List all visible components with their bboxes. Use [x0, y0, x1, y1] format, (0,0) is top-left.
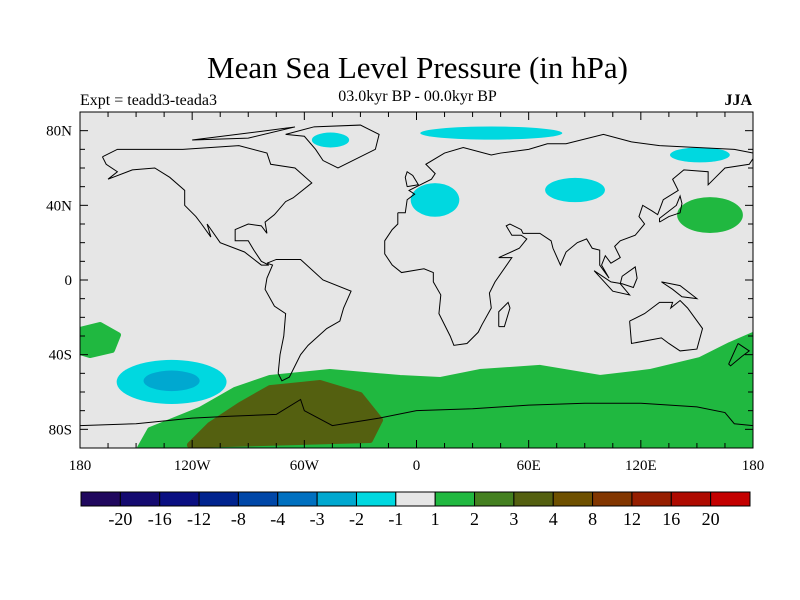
colorbar-label: 16 — [662, 509, 680, 529]
coastline-greenland — [285, 124, 380, 169]
x-tick-label: 0 — [413, 458, 421, 474]
colorbar-box — [119, 491, 161, 507]
colorbar-box — [513, 491, 554, 507]
colorbar-label: 20 — [702, 509, 720, 529]
colorbar-box — [277, 491, 318, 507]
coastline-south-america — [264, 258, 352, 382]
colorbar-label: 8 — [588, 509, 597, 529]
y-tick-label: 0 — [65, 273, 73, 289]
coastline-antarctica — [80, 398, 753, 427]
colorbar-box — [198, 491, 239, 507]
y-tick-label: 80S — [49, 422, 72, 438]
map-layers — [80, 126, 753, 448]
anomaly-arctic-negative — [420, 126, 563, 140]
period-label: 03.0kyr BP - 00.0kyr BP — [338, 88, 497, 105]
colorbar-box — [631, 491, 672, 507]
colorbar-box — [316, 491, 357, 507]
season-label: JJA — [724, 92, 752, 109]
colorbar-label: -8 — [231, 509, 246, 529]
colorbar-label: 3 — [509, 509, 518, 529]
x-tick-label: 180 — [69, 458, 92, 474]
chart-title: Mean Sea Level Pressure (in hPa) — [207, 50, 628, 85]
x-tick-label: 180 — [742, 458, 765, 474]
colorbar-box — [474, 491, 515, 507]
y-tick-label: 80N — [46, 124, 72, 140]
colorbar-label: -3 — [310, 509, 325, 529]
colorbar-label: -12 — [187, 509, 211, 529]
colorbar-label: -4 — [270, 509, 285, 529]
colorbar-label: 1 — [431, 509, 440, 529]
anomaly-mediterranean-negative — [410, 183, 460, 217]
anomaly-north-pacific-positive — [677, 197, 743, 233]
colorbar-label: -16 — [148, 509, 172, 529]
coastline-north-america — [101, 145, 313, 266]
anomaly-bering-negative — [669, 147, 730, 163]
coastline-new-zealand — [728, 343, 751, 367]
colorbar-box — [710, 491, 751, 507]
anomaly-south-pacific-positive — [80, 321, 121, 359]
coastline-australia — [629, 299, 704, 352]
colorbar-box — [395, 491, 436, 507]
x-tick-label: 120W — [174, 458, 212, 474]
colorbar-box — [434, 491, 476, 507]
colorbar-box — [670, 491, 712, 507]
colorbar-box — [237, 491, 279, 507]
anomaly-central-asia-negative — [545, 177, 605, 203]
colorbar-label: -20 — [108, 509, 132, 529]
coastline-uk — [404, 170, 420, 188]
y-tick-label: 40N — [46, 198, 72, 214]
coastline-new-guinea — [661, 281, 699, 300]
anomaly-south-pacific-negative-core — [143, 370, 200, 392]
x-tick-label: 60W — [290, 458, 320, 474]
anomaly-antarctic-peninsula-positive — [186, 380, 384, 448]
colorbar-box — [552, 491, 594, 507]
colorbar-label: -1 — [388, 509, 403, 529]
coastline-japan — [659, 194, 683, 223]
colorbar-label: 12 — [623, 509, 641, 529]
coastline-madagascar — [498, 301, 511, 328]
colorbar-box — [159, 491, 200, 507]
colorbar-box — [355, 491, 397, 507]
coastline-borneo-indonesia — [593, 266, 638, 296]
x-tick-label: 60E — [517, 458, 541, 474]
coastlines — [80, 124, 753, 427]
colorbar-label: 2 — [470, 509, 479, 529]
coastline-arctic-islands — [192, 126, 296, 141]
y-tick-label: 40S — [49, 348, 72, 364]
colorbar-box — [80, 491, 121, 507]
coastline-eurasia-africa — [384, 133, 753, 346]
experiment-label: Expt = teadd3-teada3 — [80, 92, 217, 109]
colorbar-box — [592, 491, 633, 507]
colorbar-label: -2 — [349, 509, 364, 529]
colorbar-label: 4 — [549, 509, 558, 529]
x-tick-label: 120E — [625, 458, 657, 474]
anomaly-greenland-negative — [311, 132, 350, 148]
